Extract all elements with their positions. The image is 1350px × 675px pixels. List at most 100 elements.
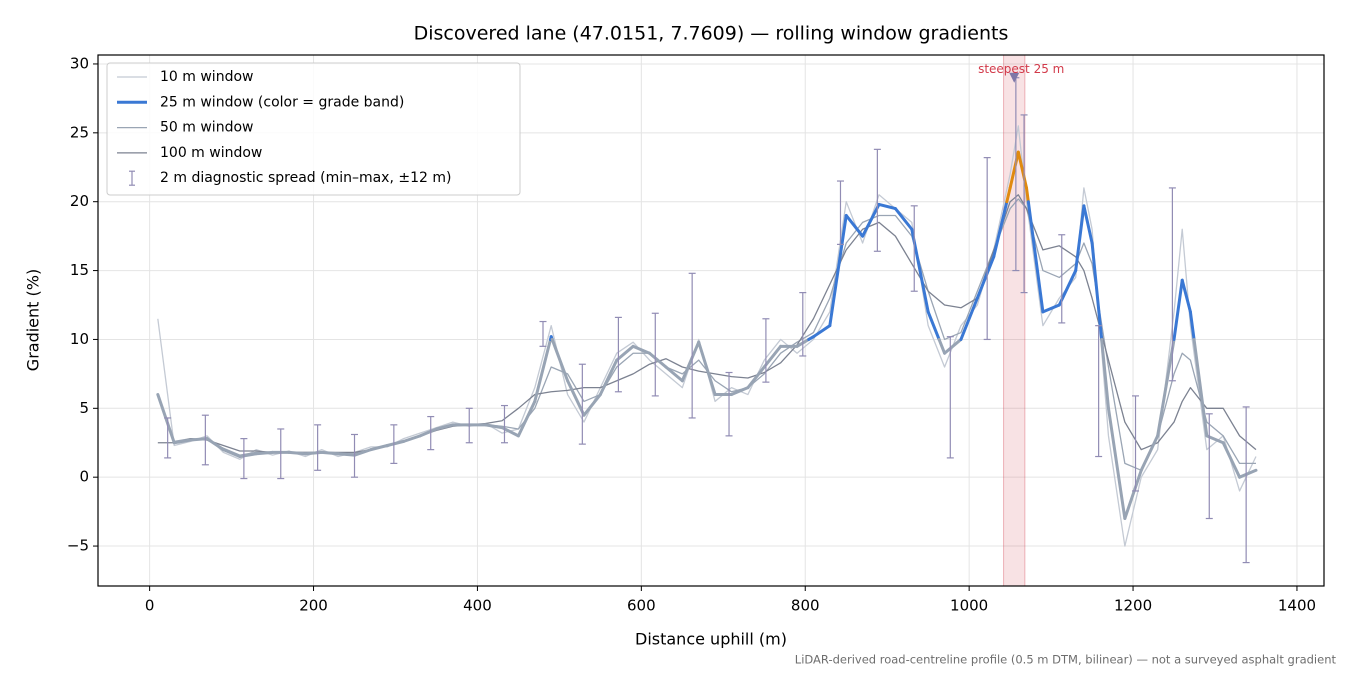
x-tick-label: 1400 — [1278, 597, 1316, 615]
y-tick-label: 20 — [70, 192, 89, 210]
series-segment — [418, 427, 438, 438]
error-bar — [351, 433, 359, 478]
series-segment — [746, 365, 766, 390]
error-bar — [836, 180, 844, 245]
error-bar — [1168, 187, 1176, 382]
y-tick-label: 15 — [70, 261, 89, 279]
legend-label: 2 m diagnostic spread (min–max, ±12 m) — [160, 170, 451, 186]
error-bar — [983, 157, 991, 341]
legend-box — [106, 62, 521, 196]
series-segment — [156, 393, 176, 445]
error-bar — [240, 438, 248, 480]
highlight-band — [1003, 54, 1026, 587]
series-segment — [959, 296, 979, 341]
series-segment — [402, 434, 422, 443]
x-tick-label: 800 — [791, 597, 820, 615]
series-segment — [1139, 434, 1160, 472]
error-bar — [427, 415, 435, 451]
error-bar — [1020, 114, 1028, 294]
series-segment — [287, 450, 307, 456]
series-segment — [811, 324, 832, 339]
series-segment — [221, 448, 242, 459]
legend-label: 10 m window — [160, 69, 253, 85]
legend-label: 50 m window — [160, 120, 253, 136]
series-line — [157, 194, 1257, 454]
error-bar — [873, 148, 881, 252]
x-tick-label: 600 — [627, 597, 656, 615]
series-segment — [1026, 200, 1045, 314]
series-segment — [861, 202, 881, 238]
series-segment — [975, 255, 996, 300]
error-bar — [1242, 406, 1250, 564]
series-segment — [893, 207, 914, 231]
error-bar — [799, 292, 807, 357]
error-bar — [578, 363, 586, 445]
plot-frame — [97, 54, 1325, 587]
annotation: steepest 25 m — [978, 62, 1064, 76]
error-bar — [946, 336, 954, 459]
series-segment — [205, 437, 225, 452]
error-bar — [1205, 413, 1213, 520]
series-segment — [1106, 406, 1127, 521]
error-bar — [390, 424, 398, 465]
series-segment — [582, 393, 602, 417]
series-segment — [1221, 441, 1242, 479]
series-segment — [320, 450, 340, 456]
series-segment — [1188, 310, 1196, 341]
series-segment — [238, 452, 258, 459]
error-bar — [725, 371, 733, 437]
error-bar — [314, 424, 322, 471]
series-segment — [992, 200, 1009, 259]
x-tick-label: 200 — [299, 597, 328, 615]
series-segment — [254, 450, 275, 456]
error-bar — [614, 316, 622, 393]
x-tick-label: 0 — [145, 597, 155, 615]
series-segment — [353, 448, 373, 457]
series-segment — [680, 340, 701, 383]
series-segment — [664, 365, 684, 383]
series-segment — [937, 337, 947, 355]
series-segment — [697, 340, 717, 397]
series-segment — [1016, 150, 1029, 190]
footnote: LiDAR-derived road-centreline profile (0… — [795, 653, 1337, 667]
series-segment — [1025, 186, 1030, 204]
legend-label: 100 m window — [160, 145, 262, 161]
error-bar — [201, 414, 209, 466]
error-bar — [688, 272, 696, 419]
error-bar — [1095, 325, 1103, 458]
y-tick-label: 30 — [70, 54, 89, 72]
error-bar — [910, 205, 918, 292]
error-bar — [651, 312, 659, 397]
series-segment — [877, 202, 897, 211]
series-segment — [762, 344, 783, 369]
series-segment — [1100, 337, 1110, 410]
series-segment — [336, 452, 357, 457]
series-segment — [369, 444, 389, 452]
error-bar — [539, 320, 547, 347]
y-axis-label: Gradient (%) — [24, 269, 43, 371]
legend: 10 m window 25 m window (color = grade ba… — [106, 62, 521, 196]
series-segment — [189, 437, 209, 442]
series-segment — [1090, 241, 1104, 341]
y-tick-label: 5 — [79, 399, 89, 417]
series-segment — [648, 351, 668, 369]
chart-title: Discovered lane (47.0151, 7.7609) — roll… — [414, 23, 1009, 45]
error-bar — [465, 407, 473, 444]
series-segment — [729, 386, 750, 397]
x-tick-label: 400 — [463, 597, 492, 615]
error-bar — [164, 417, 172, 459]
series-segment — [1180, 278, 1192, 314]
y-tick-label: 10 — [70, 330, 89, 348]
error-bar — [1058, 234, 1066, 324]
series-segment — [1123, 468, 1143, 521]
series-segment — [828, 213, 848, 328]
series-segment — [1074, 204, 1086, 273]
error-bar — [1132, 395, 1140, 492]
series-segment — [1238, 468, 1258, 479]
x-tick-label: 1000 — [950, 597, 988, 615]
series-segment — [303, 450, 324, 456]
series-segment — [1082, 204, 1094, 245]
series-segment — [598, 358, 619, 397]
series-segment — [943, 337, 963, 355]
